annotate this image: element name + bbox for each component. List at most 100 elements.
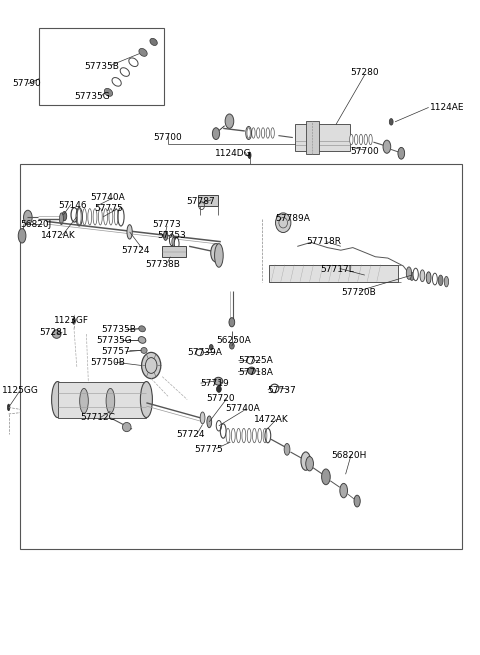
Bar — [198, 195, 218, 206]
Ellipse shape — [354, 495, 360, 507]
Text: 1124AE: 1124AE — [430, 103, 464, 112]
Ellipse shape — [438, 275, 443, 286]
Bar — [306, 121, 319, 154]
Text: 57775: 57775 — [94, 204, 123, 214]
Ellipse shape — [216, 386, 221, 392]
Text: 57718A: 57718A — [238, 367, 273, 377]
Ellipse shape — [60, 213, 63, 225]
Text: 57725A: 57725A — [238, 356, 273, 365]
Text: 57718R: 57718R — [306, 237, 341, 246]
Text: 57753: 57753 — [157, 231, 186, 240]
Ellipse shape — [340, 483, 348, 498]
Ellipse shape — [209, 345, 213, 350]
Ellipse shape — [413, 269, 418, 281]
Ellipse shape — [200, 412, 205, 424]
Bar — [269, 265, 398, 282]
Ellipse shape — [163, 231, 168, 240]
Ellipse shape — [252, 428, 256, 443]
Text: 57775: 57775 — [194, 445, 223, 455]
Text: 1123GF: 1123GF — [54, 316, 89, 326]
Ellipse shape — [215, 244, 223, 267]
Ellipse shape — [226, 428, 230, 443]
Ellipse shape — [138, 337, 146, 343]
Ellipse shape — [106, 388, 115, 413]
Text: 57787: 57787 — [186, 196, 215, 206]
Ellipse shape — [426, 272, 431, 284]
Ellipse shape — [88, 208, 92, 225]
Text: 57700: 57700 — [154, 133, 182, 142]
Ellipse shape — [169, 234, 174, 246]
Ellipse shape — [98, 208, 102, 225]
Ellipse shape — [104, 208, 108, 225]
Ellipse shape — [247, 128, 251, 138]
Ellipse shape — [242, 428, 246, 443]
Ellipse shape — [109, 208, 113, 225]
Text: 57735B: 57735B — [101, 325, 136, 334]
Ellipse shape — [80, 388, 88, 413]
Text: 57789A: 57789A — [276, 214, 311, 223]
Ellipse shape — [104, 88, 113, 96]
Ellipse shape — [196, 349, 204, 356]
Text: 57719: 57719 — [201, 379, 229, 388]
Text: 57724: 57724 — [121, 246, 149, 255]
Ellipse shape — [270, 384, 279, 393]
Ellipse shape — [114, 208, 118, 225]
Bar — [39, 28, 164, 105]
Ellipse shape — [271, 128, 275, 138]
Text: 57281: 57281 — [39, 328, 68, 337]
Text: 57720B: 57720B — [341, 288, 375, 297]
Text: 1125GG: 1125GG — [2, 386, 39, 395]
Ellipse shape — [229, 318, 235, 327]
Text: 57717L: 57717L — [321, 265, 354, 274]
Text: 56250A: 56250A — [216, 336, 251, 345]
Text: 56820H: 56820H — [331, 451, 367, 460]
Ellipse shape — [349, 134, 353, 145]
Text: 57740A: 57740A — [226, 404, 260, 413]
Bar — [58, 382, 146, 418]
Ellipse shape — [258, 428, 262, 443]
Ellipse shape — [172, 237, 176, 246]
Text: 57738B: 57738B — [145, 260, 180, 269]
Text: 57720: 57720 — [206, 394, 235, 403]
Ellipse shape — [263, 428, 267, 443]
Text: 57737: 57737 — [267, 386, 296, 395]
Bar — [162, 246, 186, 257]
Text: 57735G: 57735G — [74, 92, 110, 102]
Ellipse shape — [112, 77, 121, 86]
Ellipse shape — [139, 48, 147, 56]
Ellipse shape — [409, 272, 414, 280]
Text: 56820J: 56820J — [20, 219, 51, 229]
Ellipse shape — [247, 356, 254, 364]
Ellipse shape — [24, 210, 32, 225]
Ellipse shape — [252, 128, 255, 138]
Ellipse shape — [248, 367, 255, 375]
Text: 57735B: 57735B — [84, 62, 119, 71]
Text: 57739A: 57739A — [187, 348, 222, 357]
Ellipse shape — [406, 267, 411, 280]
Ellipse shape — [139, 326, 145, 332]
Text: 1124DG: 1124DG — [215, 149, 252, 158]
Ellipse shape — [248, 152, 251, 159]
Text: 57735G: 57735G — [96, 336, 132, 345]
Ellipse shape — [229, 343, 234, 349]
Ellipse shape — [398, 147, 405, 159]
Ellipse shape — [62, 212, 67, 221]
Ellipse shape — [122, 422, 131, 432]
Ellipse shape — [261, 128, 265, 138]
Ellipse shape — [364, 134, 368, 145]
Text: 1472AK: 1472AK — [41, 231, 75, 240]
Ellipse shape — [214, 377, 223, 385]
Text: 57790: 57790 — [12, 79, 41, 88]
Bar — [20, 164, 462, 549]
Ellipse shape — [276, 213, 291, 233]
Ellipse shape — [231, 428, 235, 443]
Text: 57146: 57146 — [59, 201, 87, 210]
Ellipse shape — [306, 457, 313, 471]
Ellipse shape — [52, 330, 61, 338]
Text: 57724: 57724 — [177, 430, 205, 439]
Ellipse shape — [212, 128, 220, 140]
Ellipse shape — [174, 238, 179, 250]
Ellipse shape — [142, 352, 161, 379]
Ellipse shape — [354, 134, 358, 145]
Text: 1472AK: 1472AK — [254, 415, 289, 424]
